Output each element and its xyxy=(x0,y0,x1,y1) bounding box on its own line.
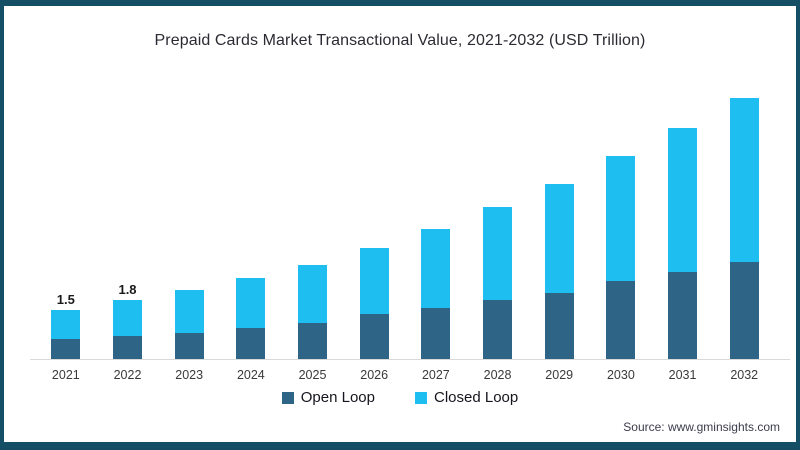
x-tick-label: 2030 xyxy=(606,368,635,382)
open-loop-segment xyxy=(483,299,513,359)
open-loop-segment xyxy=(544,293,574,359)
open-loop-segment xyxy=(668,271,698,359)
open-loop-segment xyxy=(51,339,81,359)
open-loop-segment xyxy=(236,327,266,359)
x-tick-label: 2027 xyxy=(421,368,450,382)
x-tick-label: 2029 xyxy=(545,368,574,382)
bar-value-label: 1.8 xyxy=(118,281,137,297)
legend-item-closed-loop: Closed Loop xyxy=(415,389,518,406)
bar-group-2022: 1.8 xyxy=(97,283,159,359)
x-tick-label: 2021 xyxy=(51,368,80,382)
open-loop-segment xyxy=(421,307,451,359)
x-tick-label: 2024 xyxy=(236,368,265,382)
x-tick-label: 2031 xyxy=(668,368,697,382)
closed-loop-segment xyxy=(544,184,574,293)
bar-group-2031 xyxy=(652,128,714,359)
closed-loop-segment xyxy=(606,156,636,282)
bar-group-2030 xyxy=(590,156,652,359)
open-loop-swatch xyxy=(281,391,294,404)
bar-group-2029 xyxy=(528,184,590,359)
closed-loop-segment xyxy=(236,278,266,328)
x-tick-label: 2022 xyxy=(113,368,142,382)
x-tick-label: 2032 xyxy=(730,368,759,382)
closed-loop-segment xyxy=(51,309,81,340)
closed-loop-segment xyxy=(113,299,142,336)
bar-group-2027 xyxy=(405,228,467,359)
bar-group-2026 xyxy=(343,248,405,359)
x-tick-label: 2025 xyxy=(298,368,327,382)
open-loop-segment xyxy=(729,261,759,359)
legend: Open Loop Closed Loop xyxy=(4,389,796,406)
bar-group-2023 xyxy=(158,289,220,359)
legend-label-open-loop: Open Loop xyxy=(300,389,375,406)
closed-loop-segment xyxy=(298,264,328,323)
closed-loop-segment xyxy=(359,248,389,315)
closed-loop-segment xyxy=(729,98,759,262)
legend-label-closed-loop: Closed Loop xyxy=(434,389,519,406)
closed-loop-segment xyxy=(668,128,698,272)
bar-group-2021: 1.5 xyxy=(35,293,97,359)
closed-loop-segment xyxy=(483,207,513,300)
bar-group-2024 xyxy=(220,278,282,359)
x-tick-label: 2026 xyxy=(360,368,389,382)
closed-loop-segment xyxy=(174,289,204,333)
closed-loop-swatch xyxy=(415,391,427,404)
open-loop-segment xyxy=(606,281,636,359)
open-loop-segment xyxy=(298,322,328,359)
bar-value-label: 1.5 xyxy=(56,291,75,307)
open-loop-segment xyxy=(174,332,204,359)
x-tick-label: 2028 xyxy=(483,368,512,382)
open-loop-segment xyxy=(359,314,389,359)
legend-item-open-loop: Open Loop xyxy=(281,389,375,406)
x-tick-label: 2023 xyxy=(175,368,204,382)
closed-loop-segment xyxy=(421,228,451,308)
chart-title: Prepaid Cards Market Transactional Value… xyxy=(154,32,646,49)
bar-group-2025 xyxy=(282,264,344,359)
plot-area: 1.5 1.8 xyxy=(30,50,790,360)
source-text: Source: www.gminsights.com xyxy=(623,420,780,434)
open-loop-segment xyxy=(113,335,142,359)
bar-group-2032 xyxy=(713,98,775,359)
x-axis-labels: 2021 2022 2023 2024 2025 2026 2027 2028 2029 2030… xyxy=(30,360,790,382)
bar-group-2028 xyxy=(467,207,529,359)
